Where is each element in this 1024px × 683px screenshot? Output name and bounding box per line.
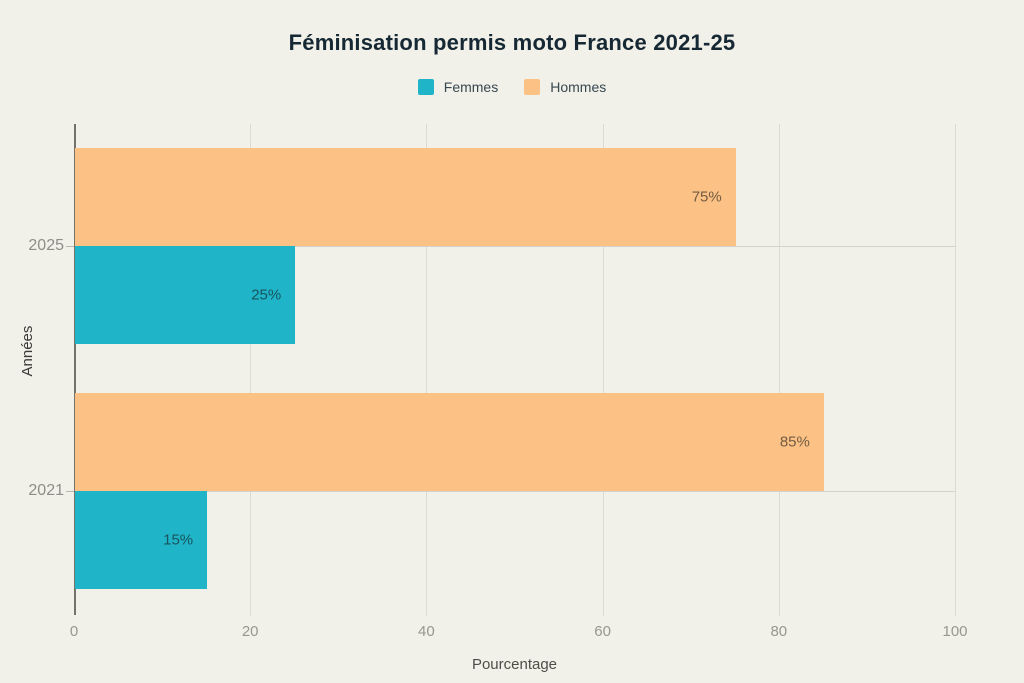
gridline-x-40 — [426, 124, 428, 616]
x-tick-label-40: 40 — [418, 623, 435, 640]
y-tick-label-2025: 2025 — [28, 237, 64, 255]
x-tick-label-80: 80 — [770, 623, 788, 640]
gridline-x-80 — [778, 124, 780, 616]
category-gridline-2025 — [74, 246, 955, 248]
category-gridline-2021 — [74, 490, 955, 492]
bar-femmes-2021: 15% — [75, 490, 208, 589]
hommes-swatch-icon — [524, 79, 541, 95]
bar-femmes-2025: 25% — [75, 246, 296, 345]
gridline-x-60 — [602, 124, 604, 616]
legend-label-hommes: Hommes — [550, 79, 607, 95]
chart-title: Féminisation permis moto France 2021-25 — [288, 30, 736, 55]
y-tick-mark-2025 — [66, 246, 74, 248]
legend-item-femmes: Femmes — [417, 79, 499, 95]
legend: Femmes Hommes — [0, 79, 1024, 95]
gridline-x-100 — [955, 124, 956, 616]
gridline-x-20 — [250, 124, 252, 616]
bar-hommes-2025: 75% — [75, 148, 736, 247]
bar-hommes-2021: 85% — [75, 392, 824, 491]
y-axis-title: Années — [18, 325, 36, 377]
x-tick-label-0: 0 — [69, 623, 79, 640]
value-label-hommes-2021: 85% — [779, 433, 810, 451]
x-tick-label-100: 100 — [942, 623, 968, 640]
value-label-femmes-2025: 25% — [251, 286, 282, 304]
y-tick-label-2021: 2021 — [28, 481, 64, 499]
y-axis-line — [74, 124, 76, 615]
x-tick-label-60: 60 — [594, 623, 611, 640]
y-tick-mark-2021 — [66, 490, 74, 492]
value-label-femmes-2021: 15% — [163, 531, 194, 549]
legend-label-femmes: Femmes — [443, 79, 499, 95]
x-tick-label-20: 20 — [241, 623, 259, 640]
value-label-hommes-2025: 75% — [691, 188, 722, 206]
legend-item-hommes: Hommes — [524, 79, 606, 95]
femmes-swatch-icon — [417, 79, 434, 95]
x-axis-title: Pourcentage — [471, 656, 558, 673]
